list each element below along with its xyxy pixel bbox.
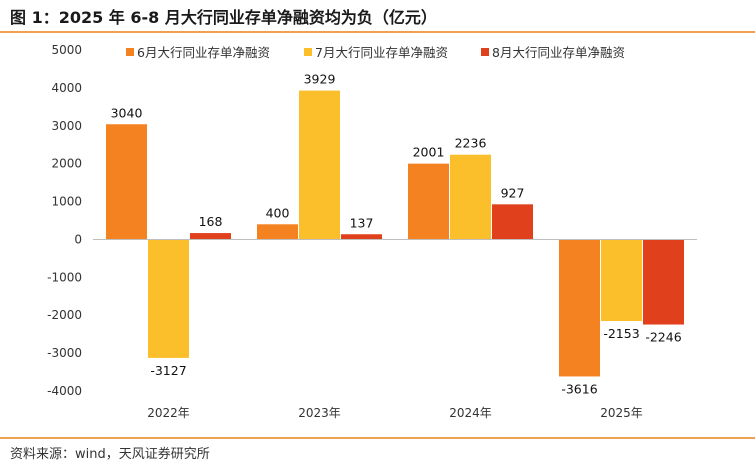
data-label: 927 <box>501 185 525 200</box>
data-label: 2236 <box>455 136 487 151</box>
x-tick-label: 2025年 <box>600 406 643 420</box>
figure-title: 图 1：2025 年 6-8 月大行同业存单净融资均为负（亿元） <box>10 8 437 27</box>
x-tick-label: 2024年 <box>449 406 492 420</box>
bar <box>408 163 449 240</box>
data-label: -2153 <box>603 326 639 341</box>
y-tick-label: 1000 <box>51 195 82 209</box>
y-tick-label: -2000 <box>47 308 82 322</box>
data-label: 168 <box>199 214 223 229</box>
bar <box>106 124 147 240</box>
bar <box>190 233 231 240</box>
data-label: 400 <box>266 205 290 220</box>
data-label: 137 <box>350 215 374 230</box>
y-tick-label: 2000 <box>51 157 82 171</box>
legend-swatch <box>481 48 489 56</box>
data-label: -3127 <box>150 363 186 378</box>
y-tick-label: 5000 <box>51 43 82 57</box>
bar <box>341 234 382 240</box>
title-divider <box>0 31 755 33</box>
bar <box>257 224 298 240</box>
data-label: -2246 <box>645 330 681 345</box>
bar <box>299 90 340 240</box>
legend-swatch <box>126 48 134 56</box>
bar-chart: 5000 4000 3000 2000 1000 0 -1000 -2000 -3000 -400… <box>47 43 697 420</box>
source-note: 资料来源：wind，天风证券研究所 <box>10 447 210 462</box>
legend-label: 8月大行同业存单净融资 <box>492 45 625 60</box>
legend-label: 7月大行同业存单净融资 <box>315 45 448 60</box>
data-label: -3616 <box>561 381 597 396</box>
y-tick-label: -1000 <box>47 270 82 284</box>
data-label: 3040 <box>111 105 143 120</box>
y-tick-label: 3000 <box>51 119 82 133</box>
bar <box>148 239 189 358</box>
bar <box>643 239 684 325</box>
bar <box>601 239 642 322</box>
bar <box>492 204 533 240</box>
y-tick-label: -3000 <box>47 346 82 360</box>
source-divider <box>0 437 755 439</box>
y-tick-label: 0 <box>74 232 82 246</box>
legend-label: 6月大行同业存单净融资 <box>137 45 270 60</box>
data-label: 3929 <box>304 72 336 87</box>
y-tick-label: 4000 <box>51 81 82 95</box>
bar <box>450 154 491 240</box>
legend-swatch <box>304 48 312 56</box>
x-tick-label: 2023年 <box>298 406 341 420</box>
bar <box>559 239 600 377</box>
data-label: 2001 <box>413 145 445 160</box>
y-tick-label: -4000 <box>47 384 82 398</box>
x-tick-label: 2022年 <box>147 406 190 420</box>
